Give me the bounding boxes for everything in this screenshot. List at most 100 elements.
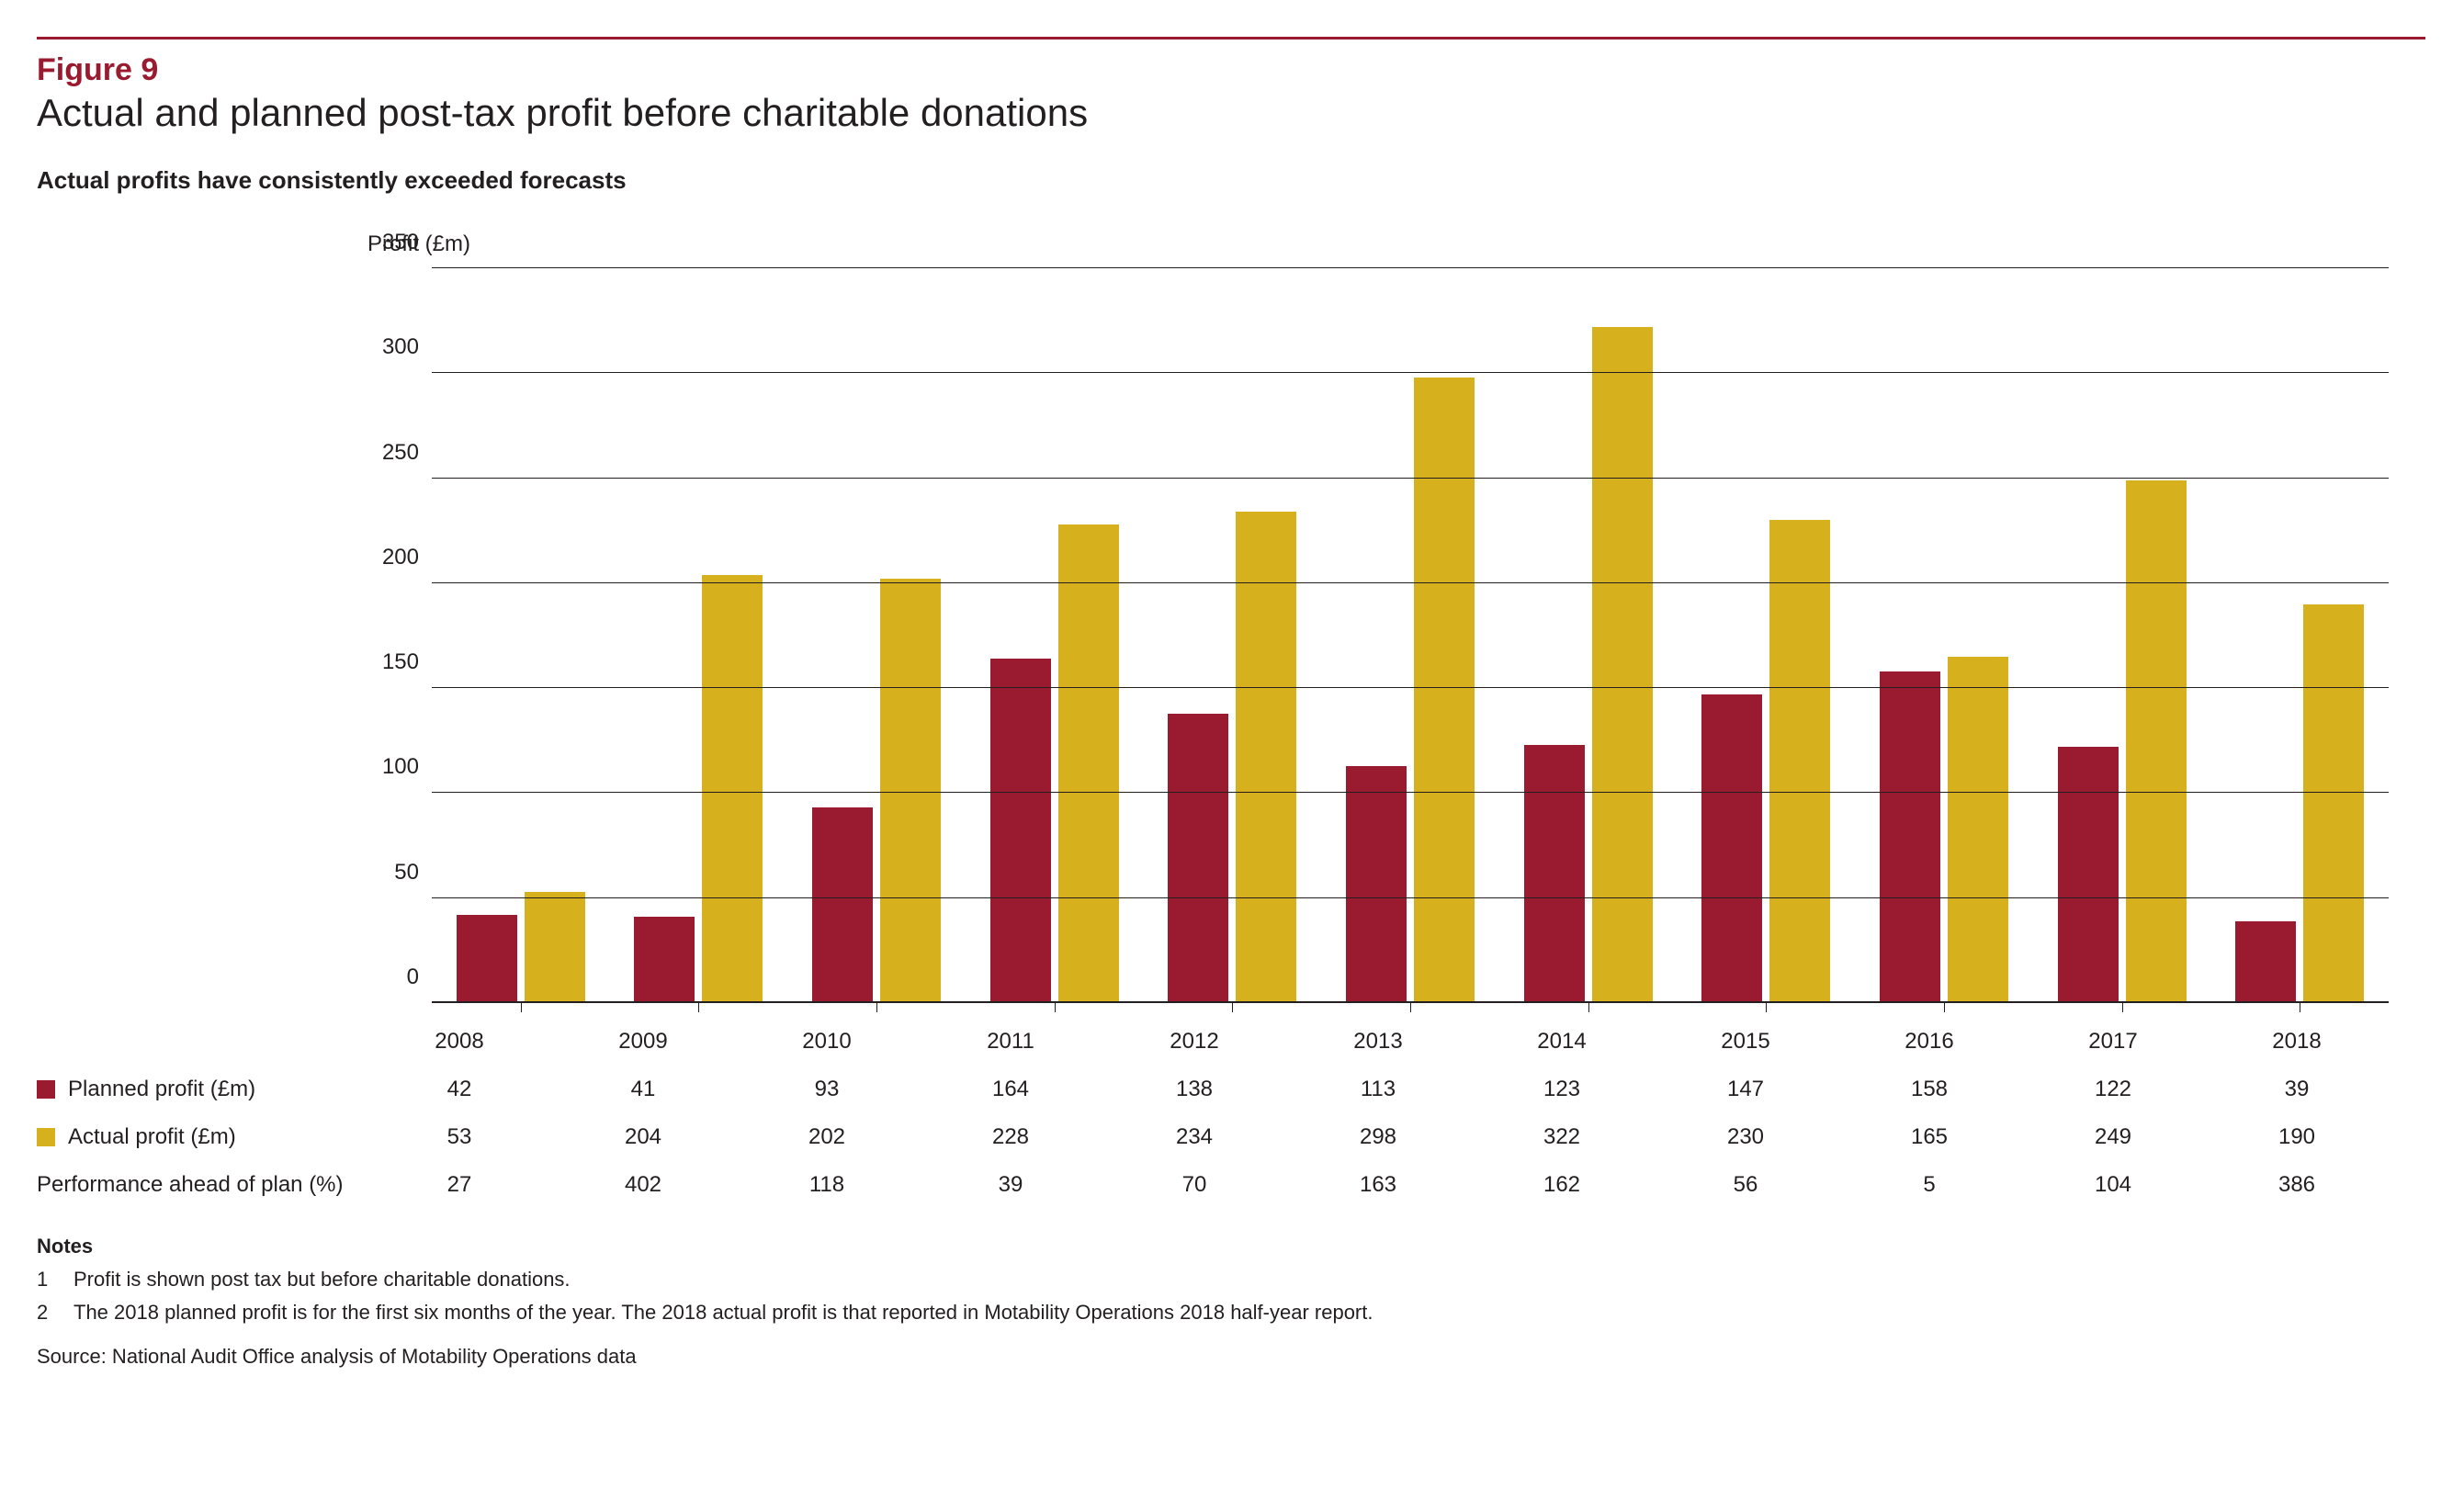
figure-number: Figure 9 xyxy=(37,52,2425,88)
notes-block: Notes 1Profit is shown post tax but befo… xyxy=(37,1235,2425,1369)
gridline xyxy=(432,897,2389,898)
note-number: 1 xyxy=(37,1268,73,1292)
actual-bar xyxy=(1236,512,1296,1003)
x-tick-mark xyxy=(2122,1003,2123,1012)
planned-bar xyxy=(1168,714,1228,1003)
actual-bar xyxy=(880,579,941,1003)
planned-bar xyxy=(2058,747,2119,1003)
bar-group xyxy=(1144,268,1322,1003)
bar-group xyxy=(1321,268,1499,1003)
cell: 2012 xyxy=(1102,1029,1286,1055)
y-tick-label: 200 xyxy=(382,545,419,570)
actual-bar xyxy=(2303,604,2364,1003)
note-number: 2 xyxy=(37,1301,73,1325)
actual-bar xyxy=(1592,327,1653,1003)
row-cells: 42419316413811312314715812239 xyxy=(367,1077,2389,1102)
planned-bar xyxy=(2235,921,2296,1003)
note-line: 2The 2018 planned profit is for the firs… xyxy=(37,1301,2425,1325)
cell: 234 xyxy=(1102,1124,1286,1150)
bar-group xyxy=(2210,268,2389,1003)
bar-group xyxy=(432,268,610,1003)
x-tick-mark xyxy=(1944,1003,1945,1012)
cell: 249 xyxy=(2021,1124,2205,1150)
cell: 123 xyxy=(1470,1077,1654,1102)
figure-title: Actual and planned post-tax profit befor… xyxy=(37,91,2425,135)
table-row: Planned profit (£m) 424193164138113123147… xyxy=(37,1066,2425,1113)
note-text: The 2018 planned profit is for the first… xyxy=(73,1301,1373,1325)
cell: 2010 xyxy=(735,1029,919,1055)
cell: 2014 xyxy=(1470,1029,1654,1055)
note-text: Profit is shown post tax but before char… xyxy=(73,1268,571,1292)
cell: 122 xyxy=(2021,1077,2205,1102)
y-tick-label: 150 xyxy=(382,649,419,675)
planned-bar xyxy=(812,807,873,1003)
gridline xyxy=(432,582,2389,583)
y-axis: 050100150200250300350 xyxy=(367,268,432,1003)
y-tick-label: 350 xyxy=(382,230,419,255)
cell: 202 xyxy=(735,1124,919,1150)
bar-group xyxy=(610,268,788,1003)
x-tick-mark xyxy=(1055,1003,1056,1012)
cell: 147 xyxy=(1654,1077,1837,1102)
planned-bar xyxy=(1346,766,1407,1003)
cell: 163 xyxy=(1286,1172,1470,1198)
bar-columns xyxy=(432,268,2389,1003)
x-tick-mark xyxy=(876,1003,877,1012)
cell: 70 xyxy=(1102,1172,1286,1198)
gridline xyxy=(432,687,2389,688)
gridline xyxy=(432,372,2389,373)
cell: 138 xyxy=(1102,1077,1286,1102)
planned-bar xyxy=(990,659,1051,1003)
actual-bar xyxy=(1948,657,2008,1003)
cell: 230 xyxy=(1654,1124,1837,1150)
bar-group xyxy=(2033,268,2211,1003)
row-label: Actual profit (£m) xyxy=(37,1124,367,1150)
cell: 42 xyxy=(367,1077,551,1102)
x-tick-mark xyxy=(1588,1003,1589,1012)
row-label-text: Performance ahead of plan (%) xyxy=(37,1172,344,1198)
cell: 93 xyxy=(735,1077,919,1102)
planned-bar xyxy=(1701,694,1762,1003)
cell: 402 xyxy=(551,1172,735,1198)
notes-heading: Notes xyxy=(37,1235,2425,1258)
actual-bar xyxy=(1769,520,1830,1003)
x-tick-mark xyxy=(1410,1003,1411,1012)
cell: 2017 xyxy=(2021,1029,2205,1055)
bar-group xyxy=(1677,268,1855,1003)
y-tick-label: 100 xyxy=(382,754,419,780)
row-label-text: Planned profit (£m) xyxy=(68,1077,255,1102)
cell: 5 xyxy=(1837,1172,2021,1198)
actual-bar xyxy=(2126,480,2187,1003)
figure-container: Figure 9 Actual and planned post-tax pro… xyxy=(37,37,2425,1369)
cell: 113 xyxy=(1286,1077,1470,1102)
cell: 104 xyxy=(2021,1172,2205,1198)
cell: 27 xyxy=(367,1172,551,1198)
cell: 322 xyxy=(1470,1124,1654,1150)
bar-group xyxy=(787,268,966,1003)
actual-bar xyxy=(525,892,585,1003)
cell: 39 xyxy=(919,1172,1102,1198)
gridline xyxy=(432,792,2389,793)
actual-bar xyxy=(1414,378,1475,1003)
table-row: Performance ahead of plan (%) 27402118397… xyxy=(37,1161,2425,1209)
note-line: 1Profit is shown post tax but before cha… xyxy=(37,1268,2425,1292)
x-axis-baseline xyxy=(432,1001,2389,1003)
row-label: Planned profit (£m) xyxy=(37,1077,367,1102)
x-tick-mark xyxy=(698,1003,699,1012)
cell: 386 xyxy=(2205,1172,2389,1198)
x-tick-mark xyxy=(521,1003,522,1012)
cell: 39 xyxy=(2205,1077,2389,1102)
row-label-text: Actual profit (£m) xyxy=(68,1124,236,1150)
cell: 228 xyxy=(919,1124,1102,1150)
notes-list: 1Profit is shown post tax but before cha… xyxy=(37,1268,2425,1325)
figure-subtitle: Actual profits have consistently exceede… xyxy=(37,166,2425,195)
y-tick-label: 50 xyxy=(394,860,419,886)
source-line: Source: National Audit Office analysis o… xyxy=(37,1345,2425,1369)
cell: 204 xyxy=(551,1124,735,1150)
cell: 2009 xyxy=(551,1029,735,1055)
cell: 118 xyxy=(735,1172,919,1198)
y-tick-label: 250 xyxy=(382,440,419,466)
x-tick-mark xyxy=(1232,1003,1233,1012)
gridline xyxy=(432,478,2389,479)
row-cells: 2008200920102011201220132014201520162017… xyxy=(367,1029,2389,1055)
